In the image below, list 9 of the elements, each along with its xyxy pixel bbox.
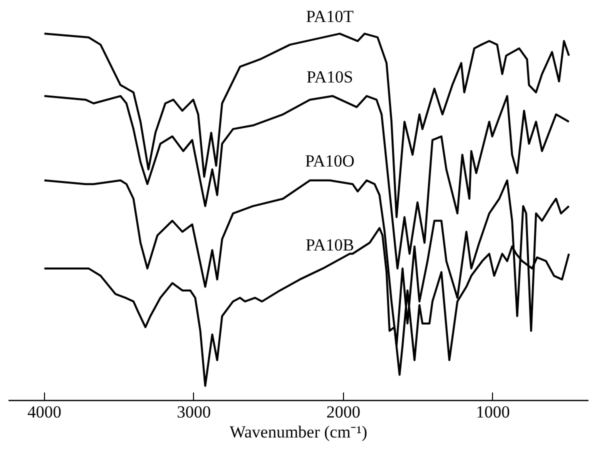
series-label: PA10S <box>306 68 354 87</box>
x-tick-label: 4000 <box>27 402 62 422</box>
series-label: PA10B <box>306 236 354 255</box>
x-tick-label: 1000 <box>476 402 510 422</box>
x-tick-label: 3000 <box>176 402 211 422</box>
series-label: PA10O <box>305 151 355 170</box>
series-label: PA10T <box>306 6 354 26</box>
x-axis-title: Wavenumber (cm⁻¹) <box>230 422 368 442</box>
x-tick-label: 2000 <box>326 402 360 422</box>
